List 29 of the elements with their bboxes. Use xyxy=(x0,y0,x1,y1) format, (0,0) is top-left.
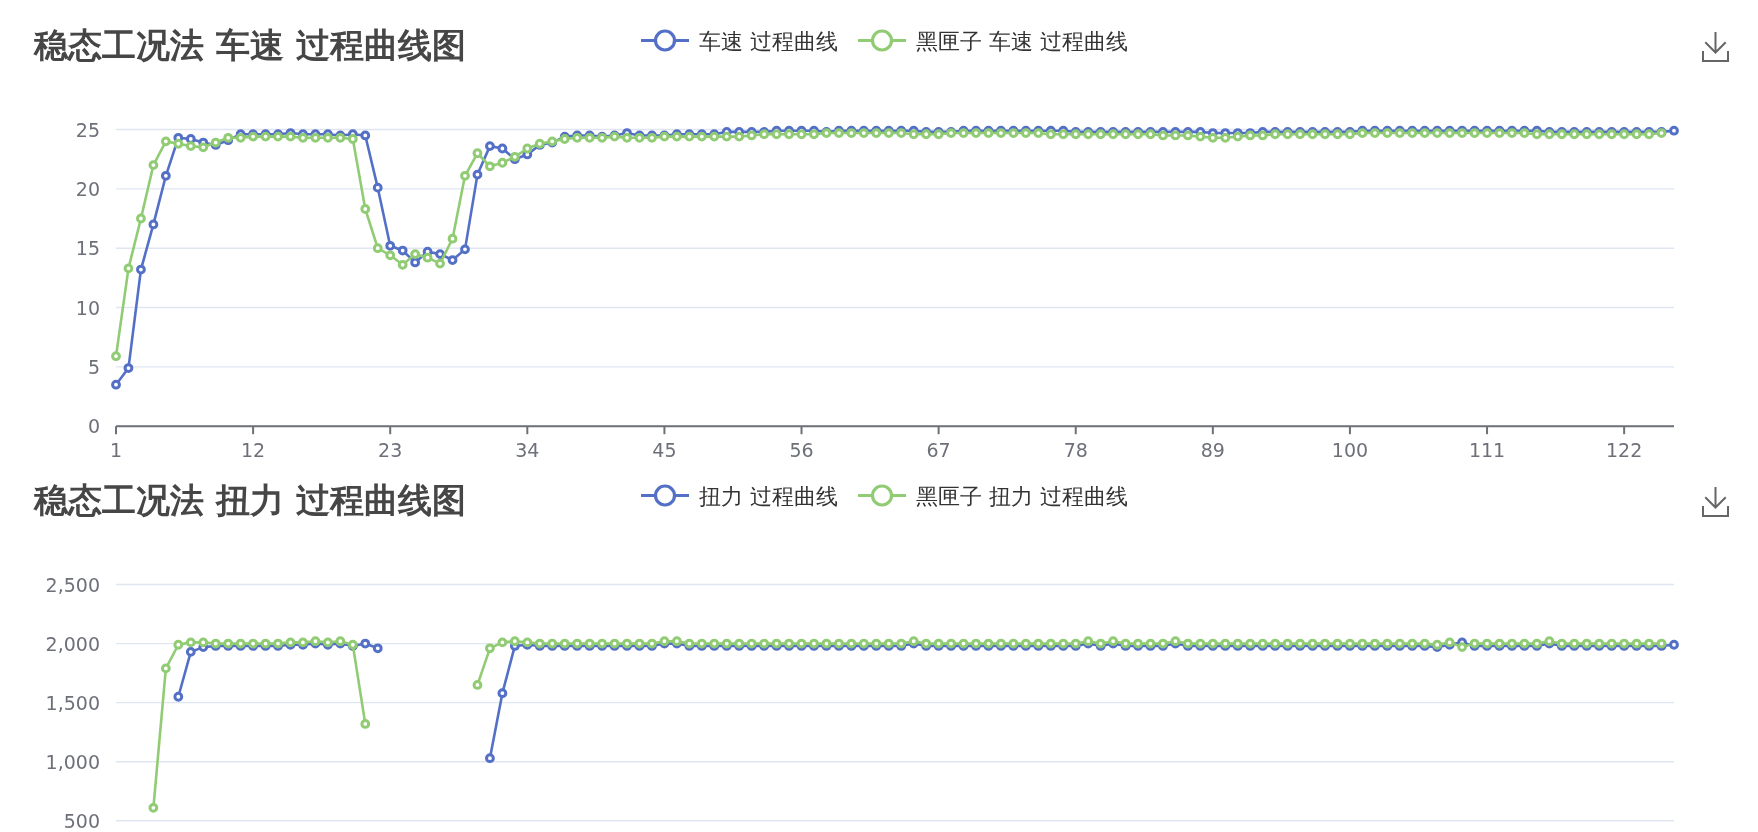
x-tick-label: 1 xyxy=(109,438,123,461)
legend-label: 车速 过程曲线 xyxy=(699,28,838,53)
y-tick-label: 25 xyxy=(75,118,100,141)
x-tick-label: 111 xyxy=(1468,438,1506,461)
chart-title: 稳态工况法 扭力 过程曲线图 xyxy=(33,479,466,520)
x-tick-label: 45 xyxy=(652,438,677,461)
y-tick-label: 0 xyxy=(87,415,100,438)
y-tick-label: 1,000 xyxy=(45,750,100,773)
x-tick-label: 23 xyxy=(378,438,403,461)
x-tick-label: 78 xyxy=(1063,438,1088,461)
y-tick-label: 500 xyxy=(63,809,100,832)
chart-title: 稳态工况法 车速 过程曲线图 xyxy=(33,24,466,65)
x-tick-label: 67 xyxy=(926,438,951,461)
y-tick-label: 15 xyxy=(75,237,100,260)
x-tick-label: 56 xyxy=(789,438,814,461)
x-tick-label: 122 xyxy=(1606,438,1643,461)
x-tick-label: 34 xyxy=(515,438,540,461)
x-tick-label: 100 xyxy=(1331,438,1369,461)
y-tick-label: 2,000 xyxy=(45,632,100,655)
x-tick-label: 12 xyxy=(241,438,266,461)
y-tick-label: 20 xyxy=(75,177,100,200)
y-tick-label: 5 xyxy=(87,355,100,378)
y-tick-label: 10 xyxy=(75,296,100,319)
legend-label: 扭力 过程曲线 xyxy=(699,483,838,508)
x-tick-label: 89 xyxy=(1200,438,1225,461)
legend-label: 黑匣子 车速 过程曲线 xyxy=(916,28,1128,53)
y-tick-label: 2,500 xyxy=(45,573,100,596)
legend-label: 黑匣子 扭力 过程曲线 xyxy=(916,483,1128,508)
y-tick-label: 1,500 xyxy=(45,691,100,714)
